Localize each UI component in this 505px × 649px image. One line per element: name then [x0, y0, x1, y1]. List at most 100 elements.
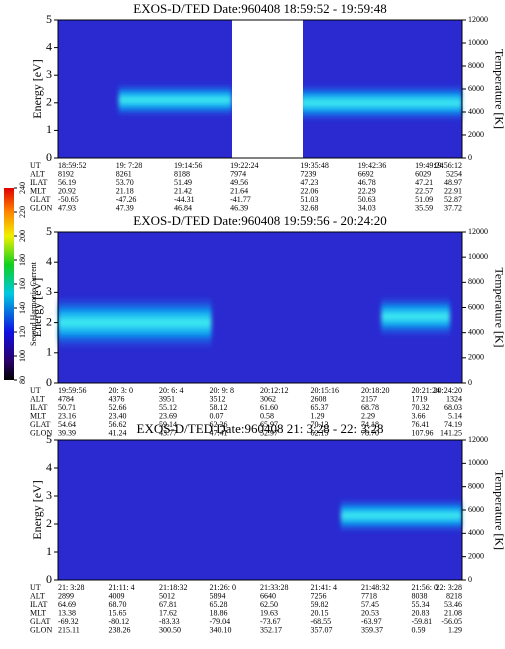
ephemeris-value: 20:15:16: [311, 386, 339, 395]
y2-tick-label: 0: [468, 575, 472, 584]
y-tick-label: 4: [46, 460, 52, 474]
ephemeris-value: 19.63: [260, 608, 278, 617]
ephemeris-value: 4376: [109, 394, 125, 403]
ephemeris-value: 68.03: [444, 403, 462, 412]
spectral-band: [340, 497, 462, 534]
ephemeris-value: 21:11: 4: [109, 583, 135, 592]
y-tick-label: 0: [46, 150, 52, 164]
ephemeris-value: -44.31: [174, 195, 195, 204]
colorbar-tick-label: 200: [18, 230, 27, 242]
ephemeris-value: 56.62: [109, 420, 127, 429]
ephemeris-value: 7718: [361, 591, 377, 600]
ephemeris-value: 52.66: [109, 403, 127, 412]
y-tick-label: 1: [46, 544, 52, 558]
ephemeris-value: 74.18: [361, 420, 379, 429]
ephemeris-value: 22.29: [358, 186, 376, 195]
ephemeris-value: 55.12: [159, 403, 177, 412]
ephemeris-value: 51.49: [174, 178, 192, 187]
ephemeris-value: 43.77: [159, 428, 177, 437]
ephemeris-value: 74.19: [444, 420, 462, 429]
y2-tick-label: 10000: [468, 38, 488, 47]
y2-tick-label: 8000: [468, 61, 484, 70]
row-label: ILAT: [30, 600, 47, 609]
row-label: MLT: [30, 608, 46, 617]
y2-tick-label: 2000: [468, 353, 484, 362]
ephemeris-value: 19: 7:28: [116, 161, 142, 170]
ephemeris-value: 21:48:32: [361, 583, 389, 592]
y-tick-label: 3: [46, 488, 52, 502]
row-label: ILAT: [30, 178, 47, 187]
y2-tick-label: 4000: [468, 528, 484, 537]
ephemeris-value: 359.37: [361, 625, 383, 634]
ephemeris-value: 141.25: [440, 428, 462, 437]
ephemeris-value: -69.32: [58, 617, 79, 626]
ephemeris-value: 300.50: [159, 625, 181, 634]
y-tick-label: 2: [46, 516, 52, 530]
ephemeris-value: 19:59:56: [58, 386, 86, 395]
y-axis-label: Energy [eV]: [30, 59, 44, 118]
spectral-band: [381, 295, 450, 338]
ephemeris-value: 20.83: [412, 608, 430, 617]
colorbar-tick-label: 120: [18, 326, 27, 338]
ephemeris-value: 1324: [446, 394, 462, 403]
ephemeris-value: 4009: [109, 591, 125, 600]
ephemeris-value: 20:24:20: [434, 386, 462, 395]
ephemeris-value: 56.19: [58, 178, 76, 187]
ephemeris-value: 21:56: 0: [412, 583, 438, 592]
ephemeris-value: 65.37: [311, 403, 329, 412]
panel-title: EXOS-D/TED Date:960408 18:59:52 - 19:59:…: [133, 1, 386, 16]
ephemeris-value: 52.97: [260, 428, 278, 437]
y-tick-label: 5: [46, 432, 52, 446]
ephemeris-value: 2157: [361, 394, 377, 403]
y2-axis-label: Temperature [K]: [492, 267, 505, 347]
y2-tick-label: 4000: [468, 327, 484, 336]
row-label: GLON: [30, 428, 52, 437]
ephemeris-value: 46.78: [358, 178, 376, 187]
ephemeris-value: 0.07: [210, 411, 224, 420]
row-label: UT: [30, 161, 41, 170]
spectral-band: [118, 82, 232, 118]
ephemeris-value: -68.55: [311, 617, 332, 626]
y-axis-label: Energy [eV]: [30, 480, 44, 539]
ephemeris-value: 0.58: [260, 411, 274, 420]
row-label: UT: [30, 583, 41, 592]
row-label: UT: [30, 386, 41, 395]
ephemeris-value: 23.16: [58, 411, 76, 420]
y-tick-label: 0: [46, 375, 52, 389]
ephemeris-value: 49.56: [230, 178, 248, 187]
row-label: GLON: [30, 625, 52, 634]
ephemeris-value: 47.39: [116, 203, 134, 212]
ephemeris-value: 61.60: [260, 403, 278, 412]
ephemeris-value: -56.05: [441, 617, 462, 626]
spectral-band: [300, 83, 462, 123]
ephemeris-value: 5254: [446, 169, 462, 178]
ephemeris-value: 6029: [415, 169, 431, 178]
ephemeris-value: 13.38: [58, 608, 76, 617]
ephemeris-value: 21:33:28: [260, 583, 288, 592]
ephemeris-value: 67.81: [159, 600, 177, 609]
ephemeris-value: 19:42:36: [358, 161, 386, 170]
ephemeris-value: 57.45: [361, 600, 379, 609]
ephemeris-value: 22.06: [300, 186, 318, 195]
ephemeris-value: 47.23: [300, 178, 318, 187]
ephemeris-value: 62.15: [311, 428, 329, 437]
colorbar-label: Second Harmonic Current: [29, 261, 38, 346]
ephemeris-value: 1.29: [448, 625, 462, 634]
ephemeris-value: 37.72: [444, 203, 462, 212]
row-label: GLAT: [30, 617, 51, 626]
y-tick-label: 3: [46, 284, 52, 298]
panel-title: EXOS-D/TED Date:960408 21: 3:28 - 22: 3:…: [137, 421, 384, 436]
ephemeris-value: 3.66: [412, 411, 426, 420]
y-tick-label: 0: [46, 572, 52, 586]
ephemeris-value: 2608: [311, 394, 327, 403]
ephemeris-value: 52.87: [444, 195, 462, 204]
ephemeris-value: 19:49:24: [415, 161, 443, 170]
ephemeris-value: -41.77: [230, 195, 251, 204]
ephemeris-value: 238.26: [109, 625, 131, 634]
y2-tick-label: 10000: [468, 458, 488, 467]
ephemeris-value: 20: 6: 4: [159, 386, 183, 395]
ephemeris-value: -80.12: [109, 617, 130, 626]
ephemeris-value: 68.78: [361, 403, 379, 412]
ephemeris-value: -50.65: [58, 195, 79, 204]
y-tick-label: 1: [46, 345, 52, 359]
